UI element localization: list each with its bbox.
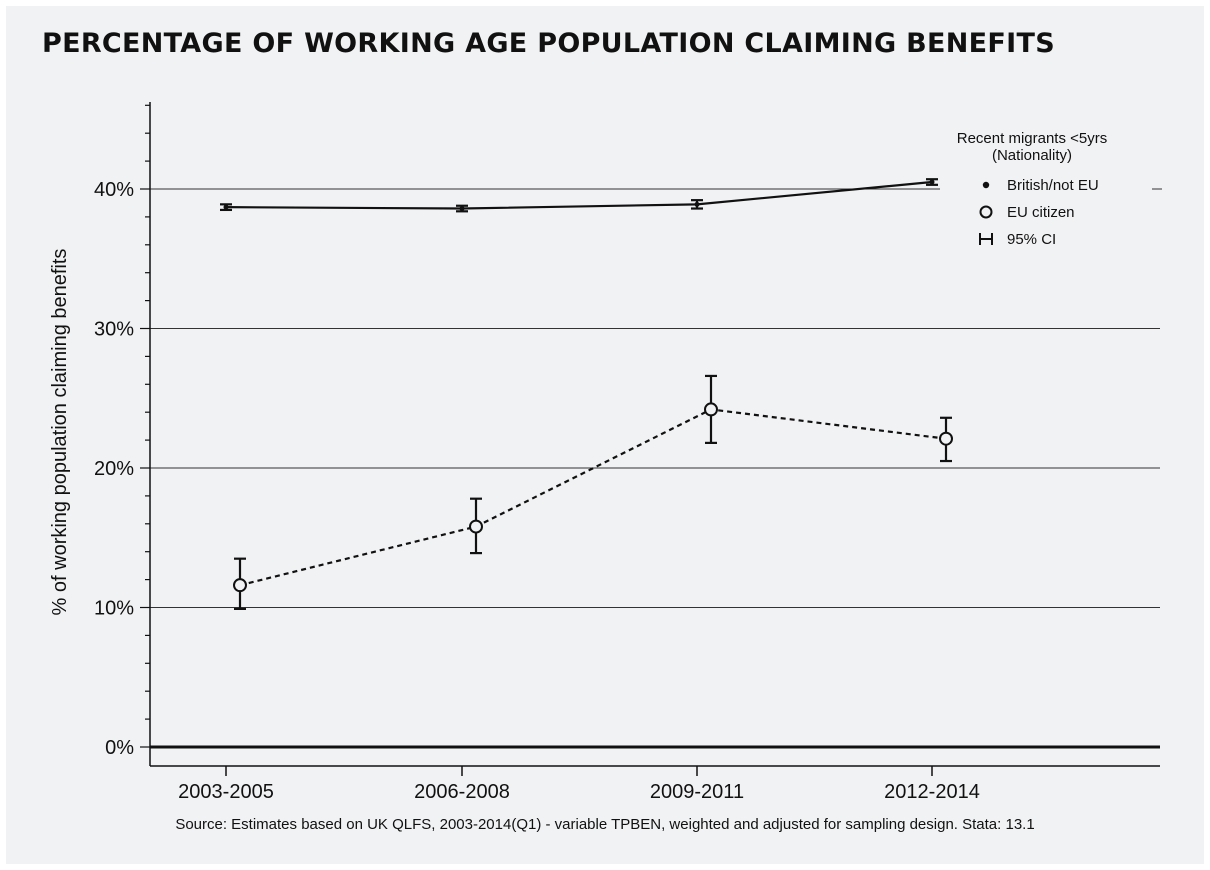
data-point	[939, 431, 953, 446]
series-line	[239, 408, 947, 587]
legend-title-line2: (Nationality)	[992, 147, 1072, 164]
legend-ci-icon	[979, 233, 993, 245]
legend: Recent migrants <5yrs (Nationality) Brit…	[957, 130, 1107, 248]
data-point	[469, 519, 483, 534]
series-eu-citizen	[233, 374, 953, 610]
y-tick-label: 0%	[105, 737, 134, 759]
data-point	[233, 578, 247, 593]
x-tick-label: 2012-2014	[884, 781, 980, 803]
y-axis-ticks: 0% 10% 20% 30% 40%	[94, 104, 150, 759]
y-axis-title: % of working population claiming benefit…	[49, 249, 71, 616]
chart-title: PERCENTAGE OF WORKING AGE POPULATION CLA…	[42, 28, 1055, 59]
y-tick-label: 30%	[94, 319, 134, 341]
series-layer	[220, 178, 953, 610]
series-british-not-eu	[220, 178, 938, 213]
legend-title-line1: Recent migrants <5yrs	[957, 130, 1107, 147]
chart-background	[6, 6, 1204, 864]
legend-label-british: British/not EU	[1007, 177, 1099, 194]
series-line	[225, 180, 933, 210]
data-point	[929, 179, 935, 185]
source-note: Source: Estimates based on UK QLFS, 2003…	[175, 816, 1035, 833]
x-axis-ticks: 2003-2005 2006-2008 2009-2011 2012-2014	[178, 766, 980, 803]
data-point	[704, 402, 718, 417]
y-tick-label: 20%	[94, 458, 134, 480]
legend-label-ci: 95% CI	[1007, 231, 1056, 248]
gridlines	[150, 188, 1162, 608]
axes	[149, 102, 1160, 767]
legend-hollow-circle-icon	[979, 205, 993, 219]
legend-label-eu: EU citizen	[1007, 204, 1075, 221]
data-point	[459, 206, 465, 212]
data-point	[223, 204, 229, 210]
x-tick-label: 2009-2011	[650, 781, 744, 803]
legend-dot-icon	[982, 181, 990, 189]
x-tick-label: 2006-2008	[414, 781, 510, 803]
y-tick-label: 40%	[94, 179, 134, 201]
x-tick-label: 2003-2005	[178, 781, 274, 803]
y-tick-label: 10%	[94, 598, 134, 620]
data-point	[694, 201, 700, 207]
